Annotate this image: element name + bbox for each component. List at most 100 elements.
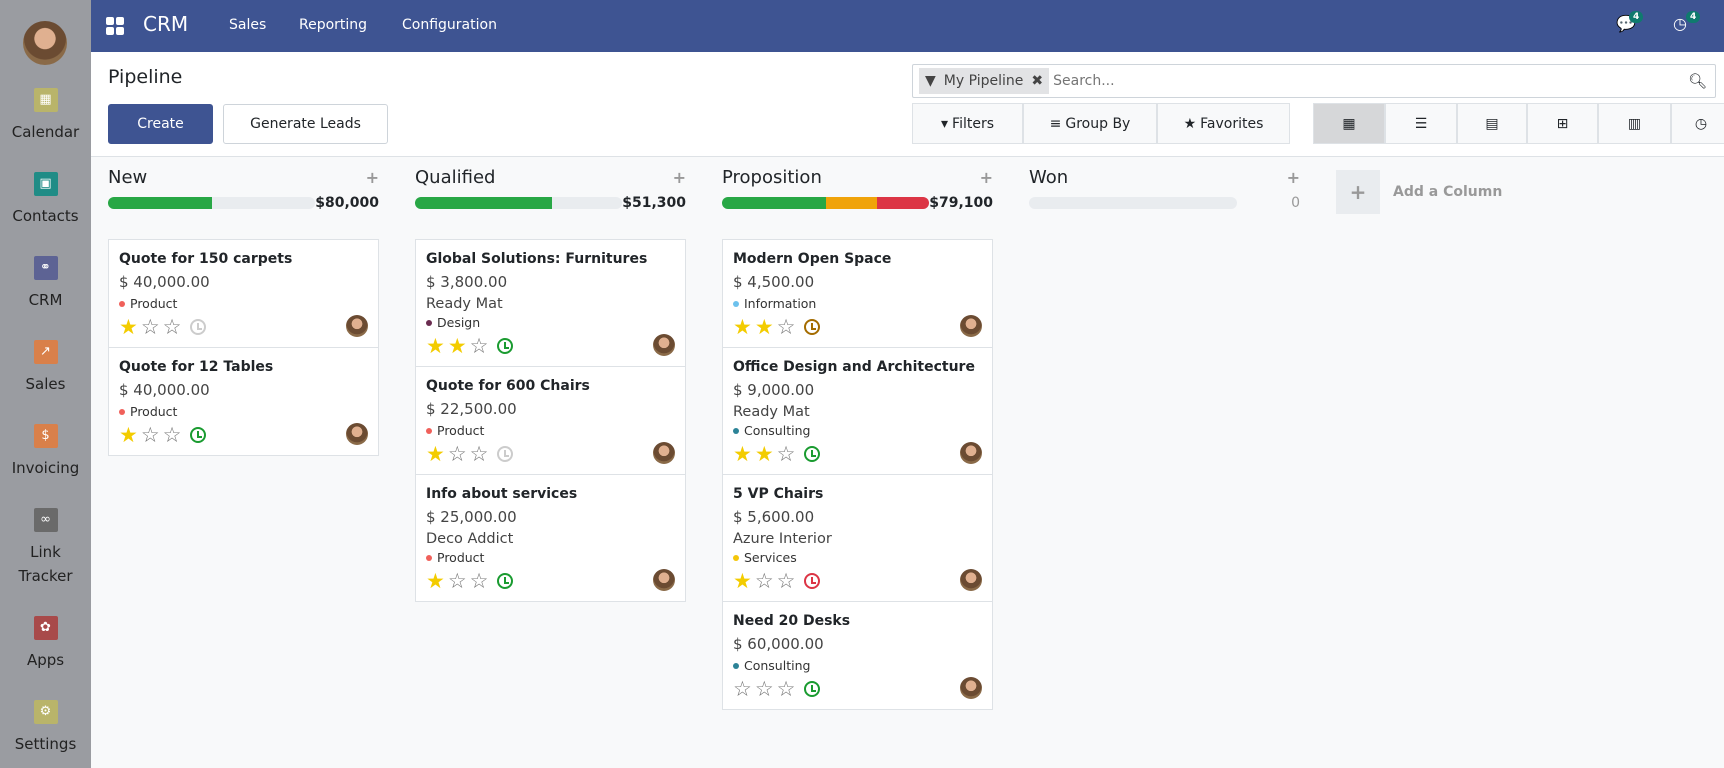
priority-star-icon[interactable]: ☆	[733, 676, 752, 701]
progress-bar[interactable]	[415, 197, 623, 209]
kanban-card[interactable]: Quote for 600 Chairs $ 22,500.00 Product ★ ☆…	[416, 367, 685, 475]
remove-facet-icon[interactable]: ✖	[1031, 73, 1044, 89]
assignee-avatar[interactable]	[960, 315, 982, 337]
messages-icon[interactable]: 💬 4	[1616, 11, 1644, 33]
group-by-button[interactable]: ≡ Group By	[1023, 103, 1157, 144]
quick-create-icon[interactable]: +	[365, 167, 379, 187]
view-kanban-button[interactable]: ▦	[1313, 103, 1385, 144]
progress-green[interactable]	[108, 197, 212, 209]
sidebar-item-apps[interactable]: ✿ Apps	[0, 616, 91, 672]
priority-star-icon[interactable]: ★	[447, 333, 467, 358]
activity-clock-icon[interactable]	[804, 319, 821, 335]
assignee-avatar[interactable]	[960, 569, 982, 591]
view-pivot-button[interactable]: ⊞	[1527, 103, 1598, 144]
app-menu-icon[interactable]	[106, 17, 124, 35]
activity-clock-icon[interactable]	[190, 319, 207, 335]
priority-star-icon[interactable]: ☆	[162, 314, 182, 339]
view-calendar-button[interactable]: ▤	[1457, 103, 1527, 144]
priority-star-icon[interactable]: ☆	[447, 568, 467, 593]
progress-red[interactable]	[877, 197, 930, 209]
column-title[interactable]: Proposition	[722, 166, 822, 188]
favorites-button[interactable]: ★ Favorites	[1157, 103, 1290, 144]
priority-star-icon[interactable]: ☆	[162, 422, 182, 447]
sidebar-item-calendar[interactable]: ▦ Calendar	[0, 88, 91, 144]
add-column-button[interactable]: + Add a Column	[1336, 170, 1502, 214]
menu-configuration[interactable]: Configuration	[402, 17, 497, 33]
activity-clock-icon[interactable]	[804, 573, 821, 589]
user-avatar[interactable]	[23, 21, 67, 65]
activity-clock-icon[interactable]	[497, 446, 514, 462]
progress-orange[interactable]	[825, 197, 878, 209]
assignee-avatar[interactable]	[653, 334, 675, 356]
menu-sales[interactable]: Sales	[229, 17, 267, 33]
kanban-card[interactable]: 5 VP Chairs $ 5,600.00 Azure Interior Servi…	[723, 475, 992, 602]
priority-star-icon[interactable]: ☆	[469, 568, 489, 593]
kanban-card[interactable]: Info about services $ 25,000.00 Deco Addic…	[416, 475, 685, 601]
generate-leads-button[interactable]: Generate Leads	[223, 104, 388, 144]
kanban-card[interactable]: Need 20 Desks $ 60,000.00 Consulting ☆ ☆ ☆	[723, 602, 992, 709]
assignee-avatar[interactable]	[653, 569, 675, 591]
activity-clock-icon[interactable]	[190, 427, 207, 443]
progress-green[interactable]	[415, 197, 552, 209]
priority-star-icon[interactable]: ★	[733, 314, 752, 339]
sidebar-item-sales[interactable]: ↗ Sales	[0, 340, 91, 396]
create-button[interactable]: Create	[108, 104, 213, 144]
quick-create-icon[interactable]: +	[1286, 167, 1300, 187]
priority-star-icon[interactable]: ★	[754, 441, 774, 466]
sidebar-item-invoicing[interactable]: $ Invoicing	[0, 424, 91, 480]
assignee-avatar[interactable]	[960, 677, 982, 699]
sidebar-item-crm[interactable]: ⚭ CRM	[0, 256, 91, 312]
kanban-card[interactable]: Modern Open Space $ 4,500.00 Information ★ ★…	[723, 240, 992, 348]
activities-icon[interactable]: ◷ 4	[1673, 11, 1701, 33]
view-list-button[interactable]: ☰	[1385, 103, 1457, 144]
priority-star-icon[interactable]: ☆	[776, 568, 796, 593]
priority-star-icon[interactable]: ☆	[140, 422, 160, 447]
priority-star-icon[interactable]: ☆	[754, 676, 774, 701]
priority-star-icon[interactable]: ★	[119, 422, 138, 447]
activity-clock-icon[interactable]	[497, 338, 514, 354]
progress-green[interactable]	[722, 197, 826, 209]
kanban-card[interactable]: Quote for 150 carpets $ 40,000.00 Product ★…	[109, 240, 378, 348]
column-title[interactable]: Won	[1029, 166, 1069, 188]
assignee-avatar[interactable]	[346, 423, 368, 445]
assignee-avatar[interactable]	[653, 442, 675, 464]
search-icon[interactable]: 🔍︎	[1687, 72, 1707, 90]
search-input[interactable]	[1053, 73, 1688, 89]
priority-star-icon[interactable]: ★	[426, 333, 445, 358]
kanban-card[interactable]: Office Design and Architecture $ 9,000.00…	[723, 348, 992, 475]
priority-star-icon[interactable]: ☆	[754, 568, 774, 593]
priority-star-icon[interactable]: ☆	[776, 441, 796, 466]
column-title[interactable]: Qualified	[415, 166, 496, 188]
priority-star-icon[interactable]: ★	[733, 441, 752, 466]
priority-star-icon[interactable]: ☆	[447, 441, 467, 466]
progress-bar[interactable]	[108, 197, 316, 209]
progress-bar[interactable]	[1029, 197, 1237, 209]
priority-star-icon[interactable]: ★	[754, 314, 774, 339]
sidebar-item-settings[interactable]: ⚙ Settings	[0, 700, 91, 756]
assignee-avatar[interactable]	[346, 315, 368, 337]
kanban-card[interactable]: Global Solutions: Furnitures $ 3,800.00 Re…	[416, 240, 685, 367]
filters-button[interactable]: ▾ Filters	[912, 103, 1023, 144]
priority-star-icon[interactable]: ☆	[776, 314, 796, 339]
priority-star-icon[interactable]: ★	[426, 441, 445, 466]
sidebar-item-link-tracker[interactable]: ∞ Link Tracker	[0, 508, 91, 588]
activity-clock-icon[interactable]	[497, 573, 514, 589]
column-title[interactable]: New	[108, 166, 148, 188]
priority-star-icon[interactable]: ☆	[776, 676, 796, 701]
priority-star-icon[interactable]: ☆	[140, 314, 160, 339]
quick-create-icon[interactable]: +	[672, 167, 686, 187]
view-graph-button[interactable]: ▥	[1598, 103, 1671, 144]
menu-reporting[interactable]: Reporting	[299, 17, 368, 33]
priority-star-icon[interactable]: ☆	[469, 441, 489, 466]
app-brand[interactable]: CRM	[143, 12, 189, 36]
quick-create-icon[interactable]: +	[979, 167, 993, 187]
priority-star-icon[interactable]: ☆	[469, 333, 489, 358]
view-activity-button[interactable]: ◷	[1671, 103, 1724, 144]
kanban-card[interactable]: Quote for 12 Tables $ 40,000.00 Product ★ ☆ ☆	[109, 348, 378, 455]
progress-bar[interactable]	[722, 197, 930, 209]
priority-star-icon[interactable]: ★	[733, 568, 752, 593]
priority-star-icon[interactable]: ★	[426, 568, 445, 593]
assignee-avatar[interactable]	[960, 442, 982, 464]
activity-clock-icon[interactable]	[804, 681, 821, 697]
activity-clock-icon[interactable]	[804, 446, 821, 462]
